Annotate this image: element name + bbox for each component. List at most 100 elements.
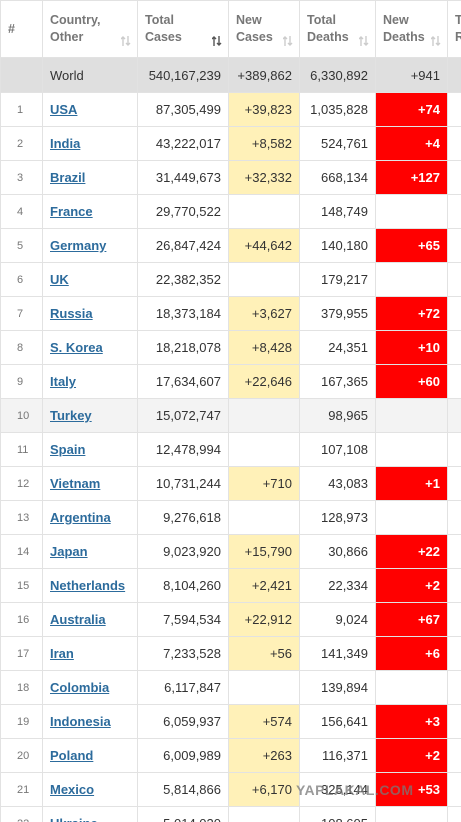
cell (447, 602, 461, 637)
cell-value (375, 398, 448, 433)
column-header[interactable]: Total Deaths (299, 0, 376, 58)
country-link[interactable]: Turkey (50, 408, 92, 423)
row-number: 4 (0, 194, 43, 229)
sort-icon (283, 36, 293, 46)
country-link[interactable]: Iran (50, 646, 74, 661)
country-row: 20 Poland 6,009,989 +263 116,371 +2 (0, 738, 461, 773)
cell-value (228, 432, 300, 467)
cell-value: +22,646 (228, 364, 300, 399)
cell (0, 57, 43, 93)
cell-value (375, 806, 448, 822)
cell (447, 398, 461, 433)
cell (447, 92, 461, 127)
cell-value: 7,233,528 (137, 636, 229, 671)
column-header[interactable]: New Deaths (375, 0, 448, 58)
country-link[interactable]: Netherlands (50, 578, 126, 593)
cell (447, 57, 461, 93)
country-link[interactable]: India (50, 136, 81, 151)
country-cell: Japan (42, 534, 138, 569)
cell (447, 670, 461, 705)
row-number: 22 (0, 806, 43, 822)
cell-value: 22,334 (299, 568, 376, 603)
cell-value: 30,866 (299, 534, 376, 569)
country-cell: Brazil (42, 160, 138, 195)
country-link[interactable]: Poland (50, 748, 94, 763)
country-link[interactable]: Colombia (50, 680, 110, 695)
header-text: Deaths (307, 30, 349, 44)
header-text: New (236, 13, 262, 27)
cell-value: 6,009,989 (137, 738, 229, 773)
cell-value: +65 (375, 228, 448, 263)
row-number: 18 (0, 670, 43, 705)
country-cell: Colombia (42, 670, 138, 705)
table-body: World 540,167,239 +389,862 6,330,892 +941 1 US… (0, 57, 461, 822)
cell (447, 704, 461, 739)
cell-value: 9,276,618 (137, 500, 229, 535)
cell-value: +67 (375, 602, 448, 637)
country-cell: Indonesia (42, 704, 138, 739)
country-cell: India (42, 126, 138, 161)
country-cell: Vietnam (42, 466, 138, 501)
country-cell: Mexico (42, 772, 138, 807)
country-link[interactable]: S. Korea (50, 340, 103, 355)
cell-value: 15,072,747 (137, 398, 229, 433)
cell-value: 325,144 (299, 772, 376, 807)
cell-value: 140,180 (299, 228, 376, 263)
country-link[interactable]: Vietnam (50, 476, 101, 491)
country-link[interactable]: Argentina (50, 510, 111, 525)
country-link[interactable]: Russia (50, 306, 93, 321)
country-link[interactable]: Australia (50, 612, 106, 627)
cell-value: +8,582 (228, 126, 300, 161)
country-row: 5 Germany 26,847,424 +44,642 140,180 +65 (0, 228, 461, 263)
cell-value: +6 (375, 636, 448, 671)
country-cell: Argentina (42, 500, 138, 535)
country-cell: Russia (42, 296, 138, 331)
country-link[interactable]: Brazil (50, 170, 86, 185)
country-row: 16 Australia 7,594,534 +22,912 9,024 +67 (0, 602, 461, 637)
country-row: 17 Iran 7,233,528 +56 141,349 +6 (0, 636, 461, 671)
cell (447, 466, 461, 501)
country-cell: Poland (42, 738, 138, 773)
header-text: Country, (50, 13, 101, 27)
cell (447, 432, 461, 467)
header-row: # Country, Other Total Cases New Cases Total Dea… (0, 0, 461, 58)
row-number: 9 (0, 364, 43, 399)
row-number: 14 (0, 534, 43, 569)
cell-value: +8,428 (228, 330, 300, 365)
country-link[interactable]: Japan (50, 544, 88, 559)
cell-value: +10 (375, 330, 448, 365)
cell-value: +39,823 (228, 92, 300, 127)
header-text: New (383, 13, 409, 27)
sort-icon (359, 36, 369, 46)
row-number: 16 (0, 602, 43, 637)
country-link[interactable]: France (50, 204, 93, 219)
cell (447, 194, 461, 229)
country-link[interactable]: Spain (50, 442, 86, 457)
cell-value: 107,108 (299, 432, 376, 467)
cell-value (375, 432, 448, 467)
country-cell: UK (42, 262, 138, 297)
row-number: 19 (0, 704, 43, 739)
country-link[interactable]: Ukraine (50, 816, 98, 822)
cell-value (375, 262, 448, 297)
cell-value: +2,421 (228, 568, 300, 603)
country-link[interactable]: Indonesia (50, 714, 111, 729)
country-link[interactable]: USA (50, 102, 78, 117)
column-header[interactable]: New Cases (228, 0, 300, 58)
cell (447, 364, 461, 399)
country-link[interactable]: Italy (50, 374, 77, 389)
column-header[interactable]: Country, Other (42, 0, 138, 58)
row-number: 17 (0, 636, 43, 671)
cell (447, 500, 461, 535)
sort-icon (431, 36, 441, 46)
cell-value: +56 (228, 636, 300, 671)
cell-value: 9,023,920 (137, 534, 229, 569)
country-link[interactable]: Germany (50, 238, 107, 253)
cell-value: 179,217 (299, 262, 376, 297)
cell-value: +127 (375, 160, 448, 195)
header-text: Cases (236, 30, 273, 44)
column-header[interactable]: Total Cases (137, 0, 229, 58)
column-header[interactable]: TotalRecovered (447, 0, 461, 58)
country-link[interactable]: UK (50, 272, 69, 287)
country-link[interactable]: Mexico (50, 782, 95, 797)
